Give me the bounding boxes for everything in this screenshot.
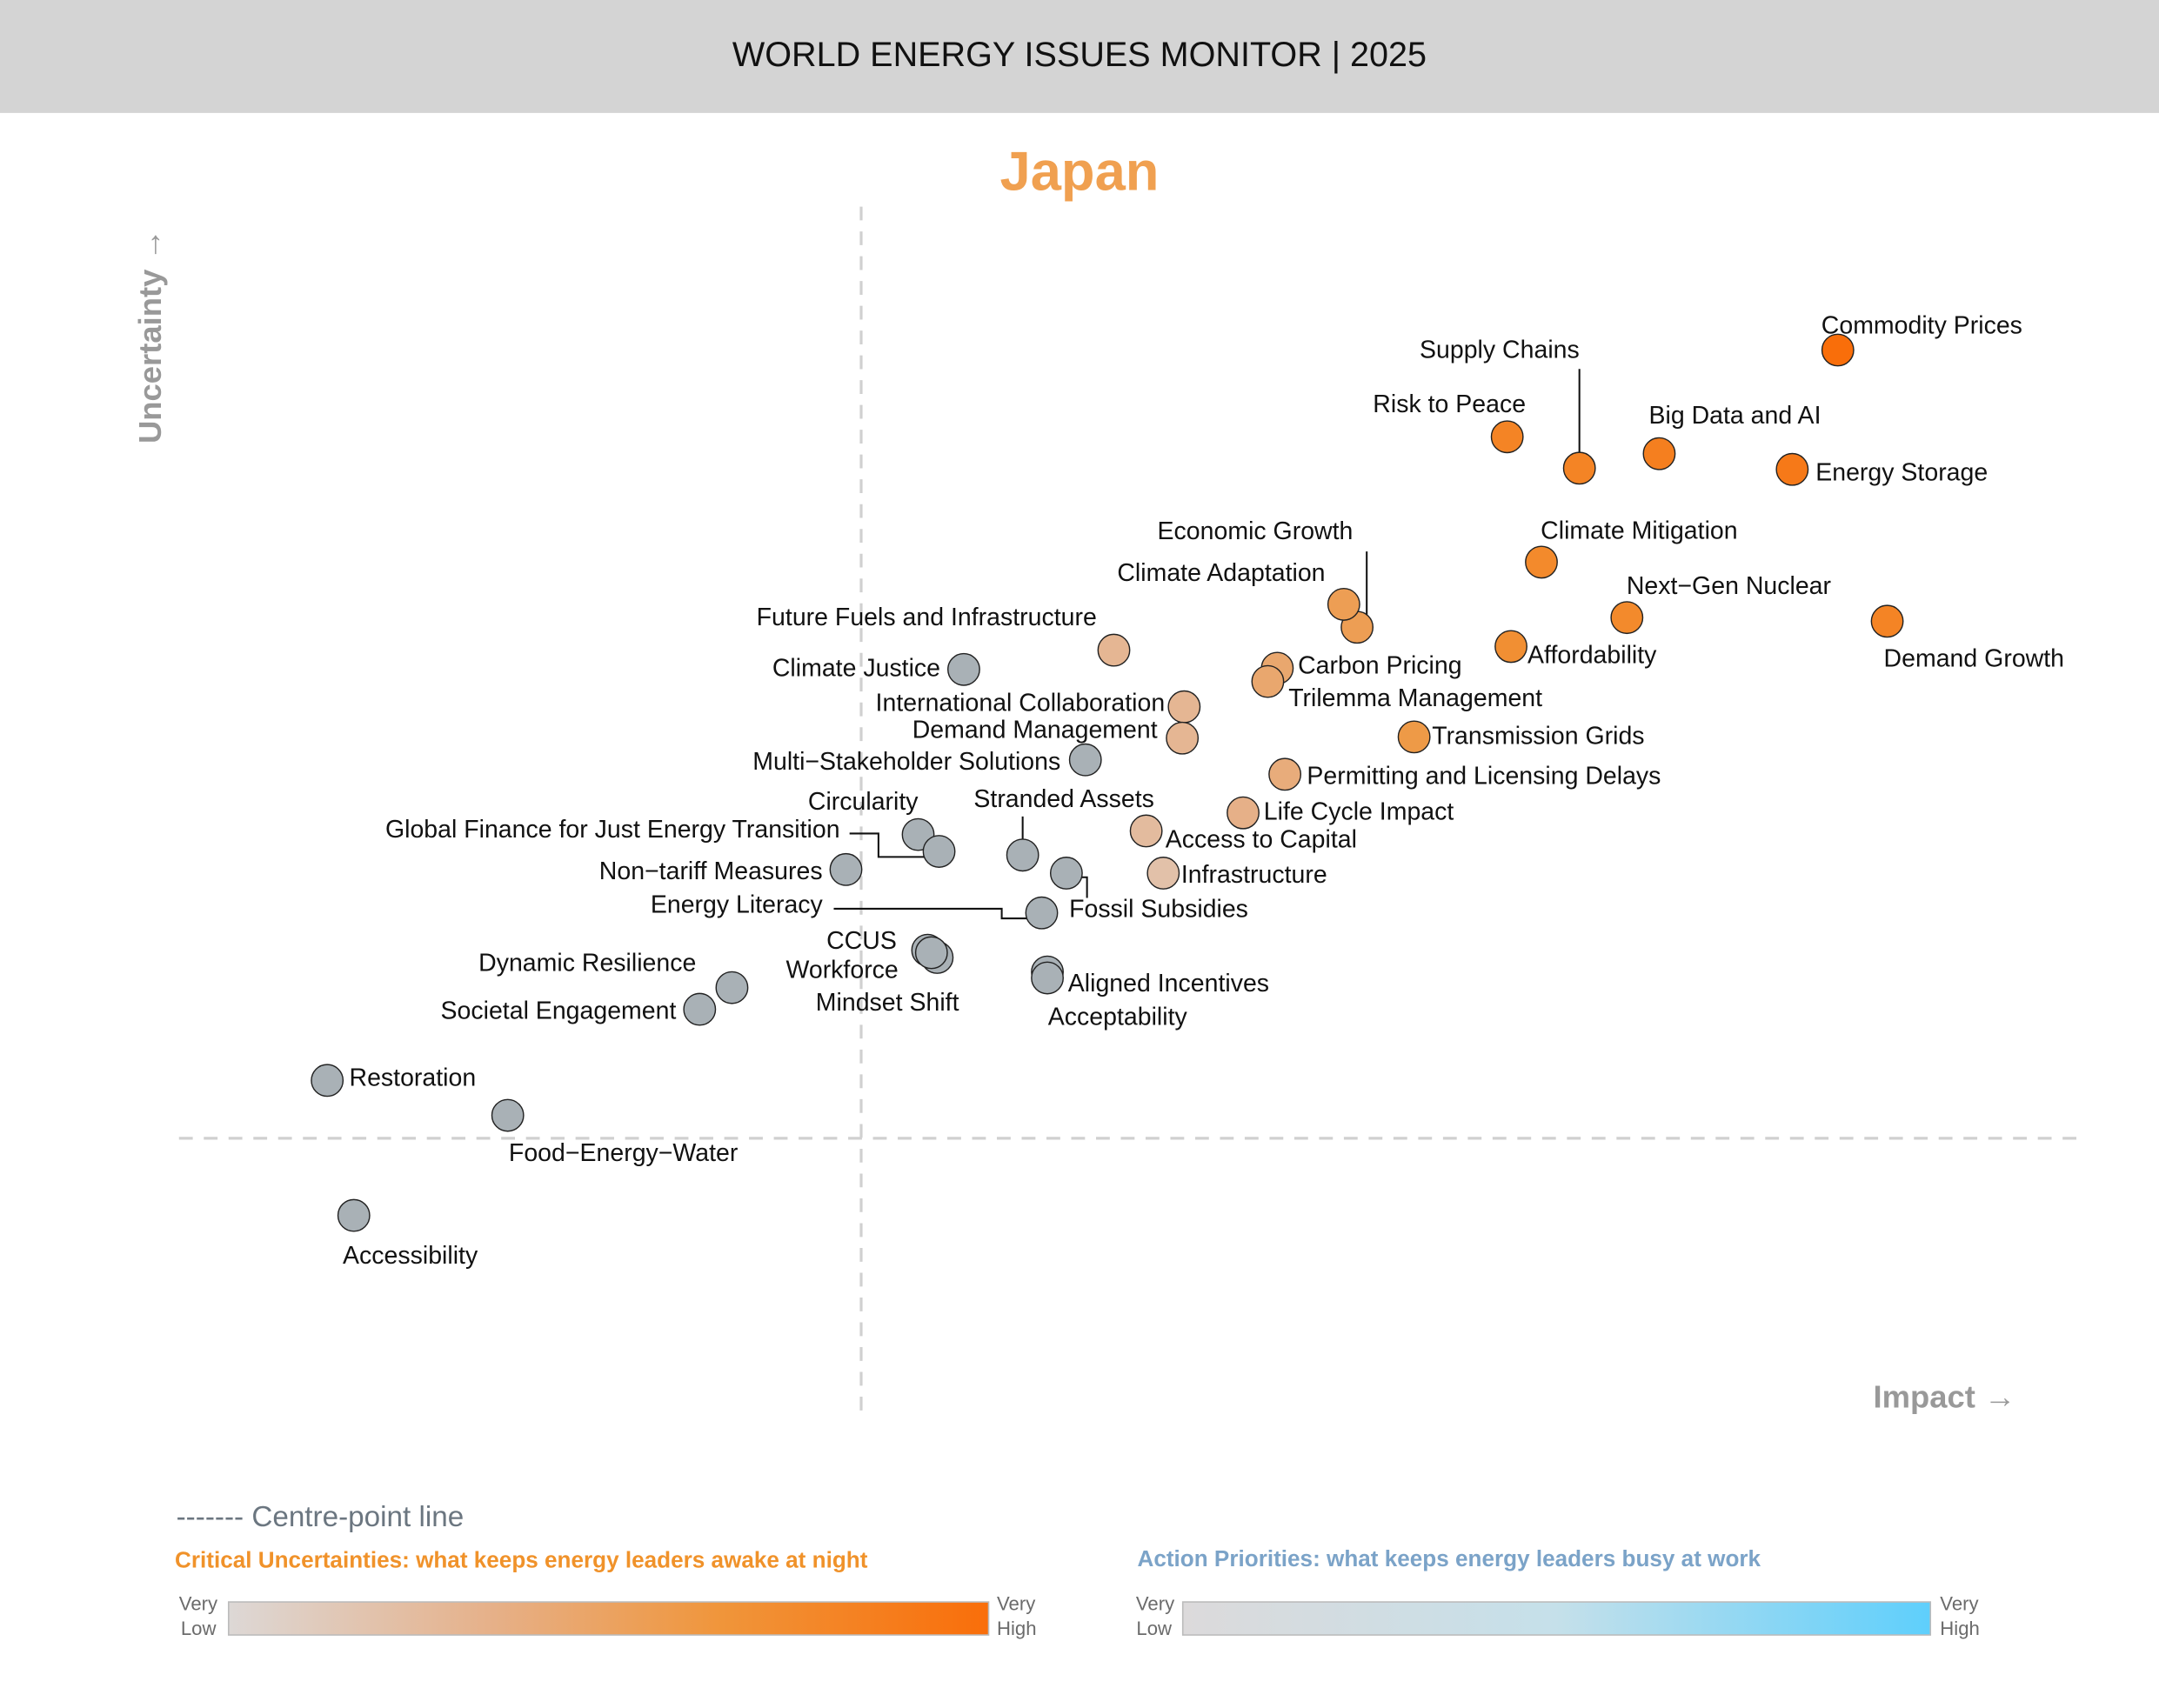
label-supply-chains: Supply Chains — [1420, 337, 1580, 364]
point-demand-management — [1166, 721, 1200, 755]
point-trilemma-management — [1251, 664, 1285, 698]
action-very-low-1: Very — [1136, 1593, 1175, 1615]
point-energy-storage — [1775, 452, 1809, 486]
legend-centre-line: ------- Centre-point line — [177, 1501, 465, 1533]
point-transmission-grids — [1397, 720, 1431, 754]
label-global-finance-for-just-energy-transition: Global Finance for Just Energy Transitio… — [385, 816, 840, 844]
label-food-energy-water: Food−Energy−Water — [509, 1139, 739, 1167]
point-labels: Commodity Prices Supply Chains Risk to Pea… — [343, 311, 2064, 1270]
label-trilemma-management: Trilemma Management — [1288, 684, 1542, 712]
label-acceptability: Acceptability — [1048, 1003, 1188, 1031]
label-aligned-incentives: Aligned Incentives — [1068, 970, 1269, 997]
point-demand-growth — [1870, 604, 1904, 638]
chart-title: Japan — [1000, 142, 1160, 203]
label-next-gen-nuclear: Next−Gen Nuclear — [1627, 572, 1832, 600]
legend-critical-title: Critical Uncertainties: what keeps energ… — [175, 1546, 868, 1572]
label-access-to-capital: Access to Capital — [1166, 825, 1357, 853]
point-non-tariff-measures — [829, 852, 863, 886]
point-future-fuels-and-infrastructure — [1097, 633, 1131, 667]
label-non-tariff-measures: Non−tariff Measures — [599, 857, 823, 885]
header-title: WORLD ENERGY ISSUES MONITOR | 2025 — [732, 36, 1427, 74]
leader-energy-literacy — [833, 907, 1047, 920]
point-climate-adaptation — [1327, 587, 1360, 621]
label-permitting-and-licensing-delays: Permitting and Licensing Delays — [1307, 762, 1661, 790]
point-dynamic-resilience — [715, 971, 749, 1004]
point-accessibility — [337, 1198, 371, 1232]
point-energy-literacy — [1025, 896, 1059, 930]
action-very-low-2: Low — [1136, 1618, 1173, 1639]
action-very-high-1: Very — [1940, 1593, 1979, 1615]
data-points — [311, 333, 1904, 1232]
point-access-to-capital — [1129, 814, 1163, 848]
critical-very-low-2: Low — [181, 1618, 217, 1639]
critical-very-high-1: Very — [997, 1593, 1036, 1615]
action-very-high-2: High — [1940, 1618, 1980, 1639]
label-international-collaboration: International Collaboration — [876, 689, 1166, 717]
label-future-fuels-and-infrastructure: Future Fuels and Infrastructure — [757, 604, 1097, 631]
critical-gradient-bar — [227, 1601, 990, 1636]
label-demand-management: Demand Management — [912, 717, 1158, 744]
point-mindset-shift — [914, 936, 948, 970]
label-commodity-prices: Commodity Prices — [1821, 311, 2022, 339]
label-climate-mitigation: Climate Mitigation — [1541, 517, 1737, 544]
label-workforce: Workforce — [785, 957, 898, 984]
label-risk-to-peace: Risk to Peace — [1373, 390, 1526, 418]
label-demand-growth: Demand Growth — [1884, 645, 2064, 673]
label-multi-stakeholder-solutions: Multi−Stakeholder Solutions — [752, 748, 1060, 776]
point-next-gen-nuclear — [1610, 601, 1644, 635]
x-axis-label: Impact → — [1874, 1379, 2016, 1415]
label-ccus: CCUS — [826, 927, 897, 955]
label-carbon-pricing: Carbon Pricing — [1298, 652, 1461, 680]
point-supply-chains — [1562, 451, 1596, 485]
point-acceptability — [1031, 961, 1064, 995]
point-fossil-subsidies — [1049, 857, 1083, 890]
point-global-finance-for-just-energy-transition — [922, 835, 956, 868]
leader-global-finance-for-just-energy-transition — [849, 832, 934, 858]
label-mindset-shift: Mindset Shift — [816, 989, 959, 1017]
label-climate-adaptation: Climate Adaptation — [1117, 559, 1325, 587]
point-societal-engagement — [683, 992, 717, 1026]
label-big-data-and-ai: Big Data and AI — [1648, 402, 1821, 430]
point-commodity-prices — [1821, 333, 1855, 367]
label-climate-justice: Climate Justice — [772, 655, 940, 683]
point-international-collaboration — [1167, 690, 1201, 724]
label-affordability: Affordability — [1527, 641, 1657, 669]
point-climate-mitigation — [1525, 545, 1558, 579]
point-restoration — [311, 1064, 344, 1098]
label-transmission-grids: Transmission Grids — [1432, 722, 1644, 750]
label-circularity: Circularity — [808, 788, 919, 816]
point-risk-to-peace — [1490, 420, 1524, 454]
point-stranded-assets — [1006, 838, 1039, 872]
point-multi-stakeholder-solutions — [1068, 743, 1102, 777]
label-energy-literacy: Energy Literacy — [651, 891, 824, 919]
label-dynamic-resilience: Dynamic Resilience — [478, 950, 696, 977]
point-food-energy-water — [491, 1098, 525, 1132]
label-accessibility: Accessibility — [343, 1242, 478, 1270]
critical-very-high-2: High — [997, 1618, 1037, 1639]
point-life-cycle-impact — [1227, 796, 1260, 830]
label-fossil-subsidies: Fossil Subsidies — [1069, 896, 1248, 924]
label-restoration: Restoration — [349, 1064, 476, 1092]
header-bar — [0, 0, 2159, 113]
legend-action-title: Action Priorities: what keeps energy lea… — [1137, 1545, 1761, 1571]
y-axis-label: Uncertainty → — [132, 229, 168, 444]
point-affordability — [1494, 630, 1527, 664]
label-stranded-assets: Stranded Assets — [973, 785, 1153, 813]
label-energy-storage: Energy Storage — [1815, 458, 1988, 486]
point-big-data-and-ai — [1642, 437, 1676, 470]
critical-very-low-1: Very — [179, 1593, 218, 1615]
label-infrastructure: Infrastructure — [1181, 861, 1327, 889]
point-climate-justice — [947, 652, 980, 686]
point-infrastructure — [1146, 857, 1180, 890]
action-gradient-bar — [1181, 1601, 1932, 1636]
point-permitting-and-licensing-delays — [1268, 757, 1302, 791]
label-life-cycle-impact: Life Cycle Impact — [1264, 798, 1454, 826]
label-societal-engagement: Societal Engagement — [441, 997, 677, 1025]
label-economic-growth: Economic Growth — [1158, 517, 1354, 545]
